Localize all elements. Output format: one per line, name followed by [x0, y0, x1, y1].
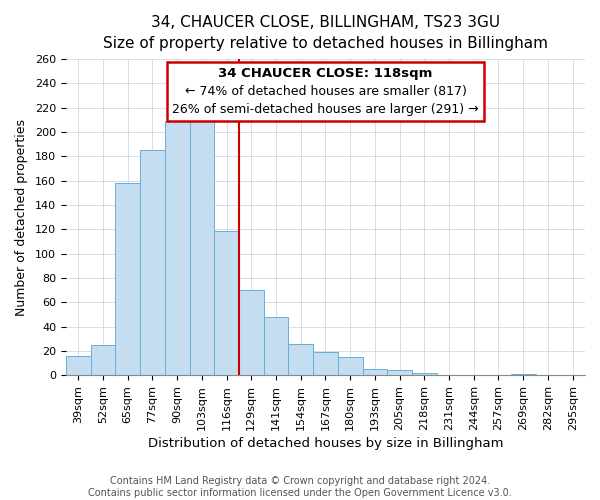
Bar [338, 357, 362, 375]
Title: 34, CHAUCER CLOSE, BILLINGHAM, TS23 3GU
Size of property relative to detached ho: 34, CHAUCER CLOSE, BILLINGHAM, TS23 3GU … [103, 15, 548, 51]
Bar [289, 344, 313, 375]
Bar [140, 150, 165, 375]
Text: Contains HM Land Registry data © Crown copyright and database right 2024.
Contai: Contains HM Land Registry data © Crown c… [88, 476, 512, 498]
Bar [115, 183, 140, 375]
Bar [165, 121, 190, 375]
Y-axis label: Number of detached properties: Number of detached properties [15, 118, 28, 316]
Bar [412, 373, 437, 375]
Text: 34 CHAUCER CLOSE: 118sqm: 34 CHAUCER CLOSE: 118sqm [218, 67, 433, 80]
X-axis label: Distribution of detached houses by size in Billingham: Distribution of detached houses by size … [148, 437, 503, 450]
Bar [313, 352, 338, 375]
Bar [362, 369, 387, 375]
Bar [66, 356, 91, 375]
Bar [239, 290, 263, 375]
Bar [511, 374, 536, 375]
Text: ← 74% of detached houses are smaller (817)
26% of semi-detached houses are large: ← 74% of detached houses are smaller (81… [172, 67, 479, 116]
Bar [91, 345, 115, 375]
Bar [263, 317, 289, 375]
Bar [214, 230, 239, 375]
Bar [387, 370, 412, 375]
Bar [190, 115, 214, 375]
Text: 34 CHAUCER CLOSE: 118sqm
← 74% of detached houses are smaller (817)
26% of semi-: 34 CHAUCER CLOSE: 118sqm ← 74% of detach… [172, 67, 479, 116]
